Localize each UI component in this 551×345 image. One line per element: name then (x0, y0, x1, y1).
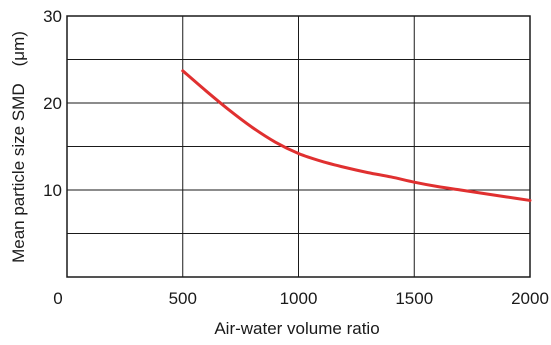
x-tick-label: 2000 (511, 289, 549, 308)
gridlines (67, 16, 530, 277)
x-tick-label: 1500 (395, 289, 433, 308)
y-tick-label: 30 (43, 7, 62, 26)
y-axis-label: Mean particle size SMD (μm) (9, 31, 28, 263)
series-lines (181, 69, 532, 202)
y-tick-label: 10 (43, 181, 62, 200)
plot-frame (66, 15, 531, 278)
x-tick-label: 1000 (280, 289, 318, 308)
plot-border (66, 15, 531, 278)
x-tick-label: 500 (169, 289, 197, 308)
y-tick-label: 20 (43, 94, 62, 113)
y-axis-ticks: 10 20 30 (43, 7, 62, 200)
x-axis-ticks: 0 500 1000 1500 2000 (53, 289, 549, 308)
series-line (181, 69, 532, 202)
x-tick-label: 0 (53, 289, 62, 308)
x-axis-label: Air-water volume ratio (214, 319, 379, 338)
